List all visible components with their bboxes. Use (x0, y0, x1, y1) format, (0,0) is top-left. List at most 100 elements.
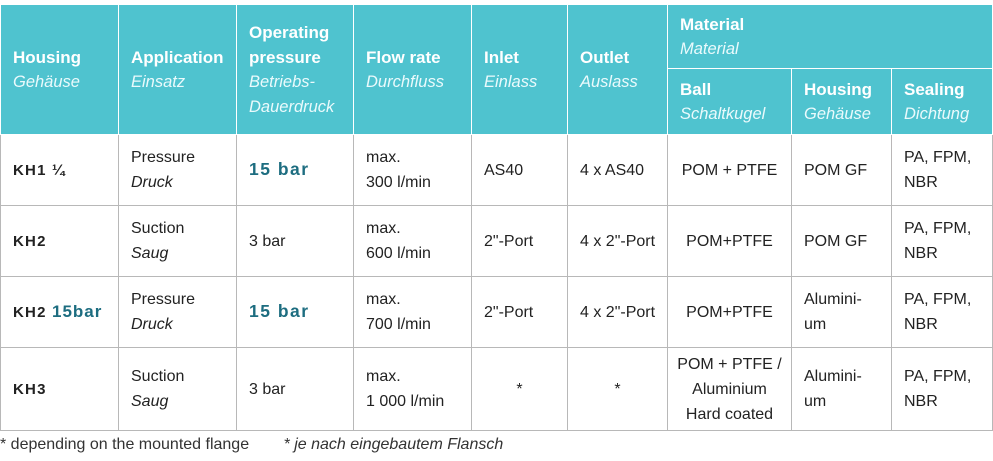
cell-material-housing: Alumini- um (791, 347, 892, 431)
header-outlet-de: Auslass (580, 72, 638, 91)
table-row: KH3 Suction Saug 3 bar max. 1 000 l/min … (0, 347, 993, 431)
flow-line1: max. (366, 368, 401, 385)
header-ball-en: Ball (680, 79, 712, 99)
header-housing-de: Gehäuse (13, 72, 80, 91)
flow-line1: max. (366, 291, 401, 308)
application-en: Suction (131, 368, 185, 385)
cell-inlet: AS40 (471, 134, 568, 206)
flow-line1: max. (366, 149, 401, 166)
flow-line2: 700 l/min (366, 316, 431, 333)
ball-line1: POM+PTFE (686, 232, 773, 250)
ball-line3: Hard coated (685, 405, 774, 423)
cell-flow: max. 1 000 l/min (353, 347, 472, 431)
sealing-line1: PA, FPM, (904, 291, 972, 308)
housing-line1: Alumini- (804, 368, 862, 385)
ball-line1: POM+PTFE (686, 303, 773, 321)
header-pressure: Operating pressure Betriebs- Dauerdruck (236, 4, 354, 135)
cell-material-housing: POM GF (791, 134, 892, 206)
cell-application: Suction Saug (118, 347, 237, 431)
header-inlet: Inlet Einlass (471, 4, 568, 135)
cell-inlet: * (471, 347, 568, 431)
header-flow: Flow rate Durchfluss (353, 4, 472, 135)
header-inlet-de: Einlass (484, 72, 538, 91)
cell-application: Pressure Druck (118, 276, 237, 348)
model-label: KH1 ¼ (13, 162, 66, 179)
sealing-line2: NBR (904, 316, 938, 333)
flow-line2: 600 l/min (366, 245, 431, 262)
cell-material-housing: POM GF (791, 205, 892, 277)
housing-line1: Alumini- (804, 291, 862, 308)
header-material-housing-de: Gehäuse (804, 104, 871, 123)
flow-line2: 300 l/min (366, 174, 431, 191)
cell-pressure: 15 bar (236, 134, 354, 206)
pressure-value: 15 bar (249, 301, 310, 321)
application-de: Druck (131, 174, 173, 191)
model-label: KH2 (13, 304, 47, 321)
header-flow-en: Flow rate (366, 47, 441, 67)
housing-line2: um (804, 393, 827, 410)
cell-flow: max. 300 l/min (353, 134, 472, 206)
housing-line1: POM GF (804, 161, 868, 179)
cell-sealing: PA, FPM, NBR (891, 205, 993, 277)
sealing-line2: NBR (904, 393, 938, 410)
application-de: Druck (131, 316, 173, 333)
cell-sealing: PA, FPM, NBR (891, 276, 993, 348)
header-sealing: Sealing Dichtung (891, 68, 993, 135)
cell-application: Pressure Druck (118, 134, 237, 206)
header-outlet-en: Outlet (580, 47, 630, 67)
cell-outlet: * (567, 347, 668, 431)
flow-line1: max. (366, 220, 401, 237)
header-inlet-en: Inlet (484, 47, 519, 67)
header-housing: Housing Gehäuse (0, 4, 119, 135)
cell-ball: POM+PTFE (667, 205, 792, 277)
header-application-en: Application (131, 47, 224, 67)
header-material-housing: Housing Gehäuse (791, 68, 892, 135)
footnote: * depending on the mounted flange * je n… (0, 436, 503, 454)
housing-line1: POM GF (804, 232, 868, 250)
header-sealing-de: Dichtung (904, 104, 970, 123)
cell-sealing: PA, FPM, NBR (891, 134, 993, 206)
cell-model: KH2 (0, 205, 119, 277)
table-row: KH2 Suction Saug 3 bar max. 600 l/min 2"… (0, 205, 993, 277)
header-material-housing-en: Housing (804, 79, 872, 99)
specs-table: Housing Gehäuse Application Einsatz Oper… (0, 4, 993, 431)
header-application-de: Einsatz (131, 72, 186, 91)
header-outlet: Outlet Auslass (567, 4, 668, 135)
pressure-value: 3 bar (249, 380, 286, 398)
ball-line2: Aluminium (692, 380, 767, 398)
header-material: Material Material (667, 4, 993, 69)
sealing-line1: PA, FPM, (904, 368, 972, 385)
table-row: KH2 15bar Pressure Druck 15 bar max. 700… (0, 276, 993, 348)
cell-inlet: 2"-Port (471, 276, 568, 348)
application-en: Pressure (131, 291, 196, 308)
cell-outlet: 4 x 2"-Port (567, 276, 668, 348)
header-pressure-de2: Dauerdruck (249, 97, 335, 116)
cell-flow: max. 700 l/min (353, 276, 472, 348)
cell-outlet: 4 x 2"-Port (567, 205, 668, 277)
cell-material-housing: Alumini- um (791, 276, 892, 348)
ball-line1: POM + PTFE (681, 161, 778, 179)
cell-ball: POM+PTFE (667, 276, 792, 348)
sealing-line1: PA, FPM, (904, 149, 972, 166)
cell-application: Suction Saug (118, 205, 237, 277)
cell-pressure: 15 bar (236, 276, 354, 348)
cell-pressure: 3 bar (236, 347, 354, 431)
flow-line2: 1 000 l/min (366, 393, 445, 410)
cell-pressure: 3 bar (236, 205, 354, 277)
pressure-value: 15 bar (249, 159, 310, 179)
header-flow-de: Durchfluss (366, 72, 444, 91)
header-sealing-en: Sealing (904, 79, 965, 99)
sealing-line1: PA, FPM, (904, 220, 972, 237)
header-pressure-de1: Betriebs- (249, 72, 316, 91)
model-label: KH2 (13, 233, 47, 250)
application-en: Suction (131, 220, 185, 237)
cell-sealing: PA, FPM, NBR (891, 347, 993, 431)
header-ball: Ball Schaltkugel (667, 68, 792, 135)
application-en: Pressure (131, 149, 196, 166)
header-material-de: Material (680, 39, 739, 58)
cell-model: KH1 ¼ (0, 134, 119, 206)
cell-ball: POM + PTFE (667, 134, 792, 206)
cell-inlet: 2"-Port (471, 205, 568, 277)
housing-line2: um (804, 316, 827, 333)
footnote-en: * depending on the mounted flange (0, 436, 250, 453)
